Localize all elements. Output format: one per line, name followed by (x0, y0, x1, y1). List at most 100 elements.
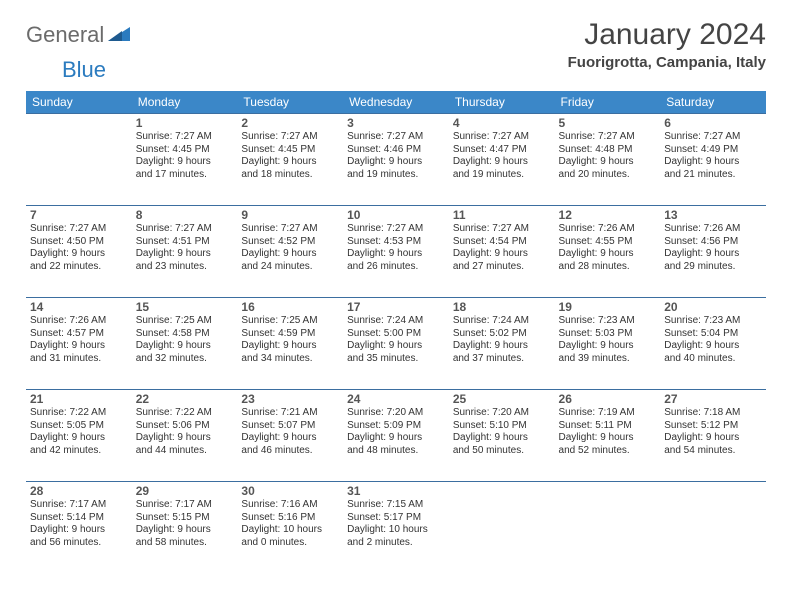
cell-line: Daylight: 9 hours (559, 248, 657, 261)
calendar-cell: 27Sunrise: 7:18 AMSunset: 5:12 PMDayligh… (660, 390, 766, 482)
day-number: 16 (241, 300, 339, 314)
day-number: 15 (136, 300, 234, 314)
calendar-cell: 6Sunrise: 7:27 AMSunset: 4:49 PMDaylight… (660, 114, 766, 206)
cell-line: Daylight: 9 hours (453, 156, 551, 169)
cell-line: Sunrise: 7:20 AM (453, 407, 551, 420)
cell-line: Sunset: 4:58 PM (136, 328, 234, 341)
cell-line: Daylight: 9 hours (347, 432, 445, 445)
cell-line: and 21 minutes. (664, 169, 762, 182)
cell-line: Daylight: 9 hours (347, 248, 445, 261)
calendar-cell (555, 482, 661, 574)
cell-line: Daylight: 9 hours (136, 524, 234, 537)
calendar-cell: 22Sunrise: 7:22 AMSunset: 5:06 PMDayligh… (132, 390, 238, 482)
day-number: 14 (30, 300, 128, 314)
cell-line: Sunset: 4:45 PM (136, 144, 234, 157)
cell-line: Daylight: 10 hours (241, 524, 339, 537)
cell-line: Sunset: 5:17 PM (347, 512, 445, 525)
cell-line: Sunrise: 7:17 AM (136, 499, 234, 512)
cell-line: Daylight: 9 hours (559, 340, 657, 353)
calendar-cell: 12Sunrise: 7:26 AMSunset: 4:55 PMDayligh… (555, 206, 661, 298)
cell-line: Sunset: 5:10 PM (453, 420, 551, 433)
calendar-cell: 25Sunrise: 7:20 AMSunset: 5:10 PMDayligh… (449, 390, 555, 482)
day-number: 4 (453, 116, 551, 130)
cell-line: Sunset: 4:46 PM (347, 144, 445, 157)
cell-line: Sunset: 5:07 PM (241, 420, 339, 433)
cell-line: Sunset: 4:49 PM (664, 144, 762, 157)
cell-line: and 56 minutes. (30, 537, 128, 550)
day-number: 29 (136, 484, 234, 498)
cell-line: Daylight: 9 hours (664, 156, 762, 169)
cell-line: and 44 minutes. (136, 445, 234, 458)
cell-line: and 48 minutes. (347, 445, 445, 458)
day-number: 1 (136, 116, 234, 130)
cell-line: Sunset: 4:50 PM (30, 236, 128, 249)
cell-line: Daylight: 9 hours (347, 156, 445, 169)
cell-line: Sunset: 5:14 PM (30, 512, 128, 525)
calendar-cell: 28Sunrise: 7:17 AMSunset: 5:14 PMDayligh… (26, 482, 132, 574)
calendar-cell: 24Sunrise: 7:20 AMSunset: 5:09 PMDayligh… (343, 390, 449, 482)
cell-line: and 19 minutes. (453, 169, 551, 182)
cell-line: and 37 minutes. (453, 353, 551, 366)
calendar-cell: 31Sunrise: 7:15 AMSunset: 5:17 PMDayligh… (343, 482, 449, 574)
cell-line: Daylight: 9 hours (559, 156, 657, 169)
calendar-row: 14Sunrise: 7:26 AMSunset: 4:57 PMDayligh… (26, 298, 766, 390)
cell-line: Daylight: 9 hours (241, 340, 339, 353)
cell-line: Sunset: 4:47 PM (453, 144, 551, 157)
day-number: 17 (347, 300, 445, 314)
cell-line: and 18 minutes. (241, 169, 339, 182)
day-number: 25 (453, 392, 551, 406)
calendar-cell: 11Sunrise: 7:27 AMSunset: 4:54 PMDayligh… (449, 206, 555, 298)
cell-line: Sunset: 5:03 PM (559, 328, 657, 341)
cell-line: Sunrise: 7:19 AM (559, 407, 657, 420)
cell-line: Sunrise: 7:26 AM (559, 223, 657, 236)
cell-line: Sunrise: 7:22 AM (136, 407, 234, 420)
cell-line: and 32 minutes. (136, 353, 234, 366)
calendar-cell: 17Sunrise: 7:24 AMSunset: 5:00 PMDayligh… (343, 298, 449, 390)
day-number: 2 (241, 116, 339, 130)
calendar-row: 7Sunrise: 7:27 AMSunset: 4:50 PMDaylight… (26, 206, 766, 298)
cell-line: Daylight: 9 hours (30, 340, 128, 353)
cell-line: Sunrise: 7:26 AM (664, 223, 762, 236)
cell-line: and 19 minutes. (347, 169, 445, 182)
cell-line: and 35 minutes. (347, 353, 445, 366)
cell-line: and 29 minutes. (664, 261, 762, 274)
cell-line: Sunrise: 7:25 AM (136, 315, 234, 328)
cell-line: Daylight: 9 hours (453, 248, 551, 261)
cell-line: and 39 minutes. (559, 353, 657, 366)
cell-line: Sunrise: 7:27 AM (347, 131, 445, 144)
calendar-cell: 13Sunrise: 7:26 AMSunset: 4:56 PMDayligh… (660, 206, 766, 298)
day-number: 10 (347, 208, 445, 222)
calendar-cell: 15Sunrise: 7:25 AMSunset: 4:58 PMDayligh… (132, 298, 238, 390)
cell-line: and 50 minutes. (453, 445, 551, 458)
day-number: 19 (559, 300, 657, 314)
cell-line: Sunset: 5:02 PM (453, 328, 551, 341)
calendar-cell: 1Sunrise: 7:27 AMSunset: 4:45 PMDaylight… (132, 114, 238, 206)
logo: General (26, 22, 132, 48)
cell-line: Sunrise: 7:21 AM (241, 407, 339, 420)
cell-line: Sunset: 4:52 PM (241, 236, 339, 249)
calendar-cell: 7Sunrise: 7:27 AMSunset: 4:50 PMDaylight… (26, 206, 132, 298)
cell-line: Sunset: 5:00 PM (347, 328, 445, 341)
cell-line: Daylight: 9 hours (664, 248, 762, 261)
day-number: 3 (347, 116, 445, 130)
day-number: 26 (559, 392, 657, 406)
cell-line: Daylight: 9 hours (664, 432, 762, 445)
cell-line: Sunrise: 7:18 AM (664, 407, 762, 420)
cell-line: Sunset: 4:56 PM (664, 236, 762, 249)
day-number: 7 (30, 208, 128, 222)
logo-text-blue: Blue (62, 57, 106, 82)
logo-triangle-icon (108, 25, 130, 46)
day-number: 6 (664, 116, 762, 130)
cell-line: Sunrise: 7:16 AM (241, 499, 339, 512)
logo-text-gray: General (26, 22, 104, 48)
cell-line: Sunrise: 7:26 AM (30, 315, 128, 328)
cell-line: Sunrise: 7:27 AM (453, 131, 551, 144)
cell-line: Daylight: 9 hours (136, 340, 234, 353)
day-number: 28 (30, 484, 128, 498)
cell-line: Sunrise: 7:15 AM (347, 499, 445, 512)
cell-line: and 27 minutes. (453, 261, 551, 274)
cell-line: Sunset: 4:54 PM (453, 236, 551, 249)
calendar-cell: 29Sunrise: 7:17 AMSunset: 5:15 PMDayligh… (132, 482, 238, 574)
calendar-table: Sunday Monday Tuesday Wednesday Thursday… (26, 91, 766, 574)
cell-line: and 22 minutes. (30, 261, 128, 274)
